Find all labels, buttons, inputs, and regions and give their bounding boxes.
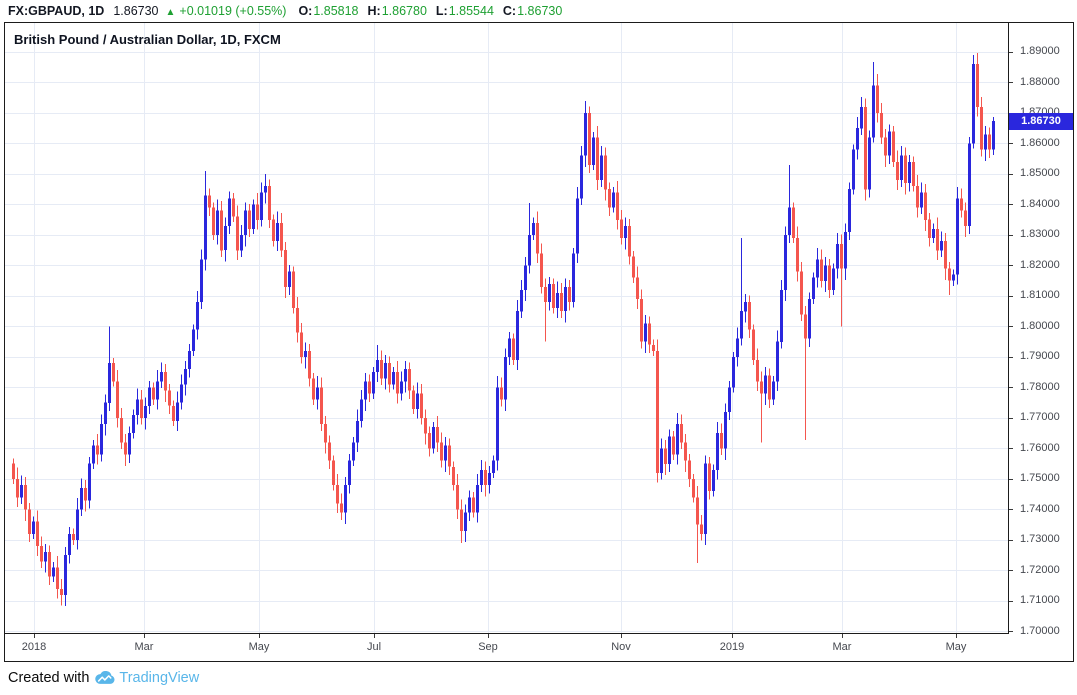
chart-frame: British Pound / Australian Dollar, 1D, F… — [4, 22, 1074, 662]
price-axis-label: 1.74000 — [1020, 503, 1060, 515]
price-axis-label: 1.72000 — [1020, 564, 1060, 576]
price-tick — [1009, 418, 1013, 419]
price-tick — [1009, 479, 1013, 480]
time-axis-label: Jul — [367, 641, 381, 653]
change-value: +0.01019 (+0.55%) — [179, 4, 286, 18]
symbol-interval: FX:GBPAUD, 1D — [8, 4, 104, 18]
low-quote: L:1.85544 — [436, 4, 494, 18]
price-axis-label: 1.79000 — [1020, 350, 1060, 362]
price-tick — [1009, 326, 1013, 327]
time-tick — [488, 634, 489, 638]
price-tick — [1009, 448, 1013, 449]
attribution-footer: Created with TradingView — [8, 665, 199, 691]
price-tick — [1009, 204, 1013, 205]
price-tick — [1009, 509, 1013, 510]
price-axis-label: 1.82000 — [1020, 259, 1060, 271]
time-axis-label: Sep — [478, 641, 498, 653]
open-quote: O:1.85818 — [298, 4, 358, 18]
time-axis-label: Mar — [833, 641, 852, 653]
price-tick — [1009, 357, 1013, 358]
price-tick — [1009, 601, 1013, 602]
price-axis-label: 1.89000 — [1020, 45, 1060, 57]
time-tick — [144, 634, 145, 638]
price-axis-label: 1.78000 — [1020, 381, 1060, 393]
price-axis-label: 1.88000 — [1020, 76, 1060, 88]
price-axis-label: 1.70000 — [1020, 625, 1060, 634]
price-axis-label: 1.81000 — [1020, 289, 1060, 301]
price-axis-label: 1.71000 — [1020, 594, 1060, 606]
up-arrow-icon: ▲ — [166, 7, 176, 18]
price-tick — [1009, 296, 1013, 297]
price-tick — [1009, 387, 1013, 388]
price-tick — [1009, 52, 1013, 53]
quote-bar: FX:GBPAUD, 1D 1.86730 ▲+0.01019 (+0.55%)… — [0, 0, 1077, 22]
candlestick-chart — [5, 23, 1008, 633]
time-tick — [842, 634, 843, 638]
created-with-text: Created with — [8, 670, 89, 686]
price-axis-label: 1.75000 — [1020, 472, 1060, 484]
time-tick — [732, 634, 733, 638]
time-axis[interactable]: 2018 Mar May Jul Sep Nov 2019 Mar May — [5, 634, 1009, 661]
time-axis-label: 2018 — [22, 641, 46, 653]
high-quote: H:1.86780 — [368, 4, 427, 18]
price-axis-label: 1.85000 — [1020, 167, 1060, 179]
time-tick — [374, 634, 375, 638]
price-axis-label: 1.80000 — [1020, 320, 1060, 332]
price-axis-label: 1.86000 — [1020, 137, 1060, 149]
time-axis-label: Nov — [611, 641, 631, 653]
price-axis-label: 1.84000 — [1020, 198, 1060, 210]
price-axis-label: 1.83000 — [1020, 228, 1060, 240]
time-tick — [956, 634, 957, 638]
price-tick — [1009, 235, 1013, 236]
price-axis-label: 1.76000 — [1020, 442, 1060, 454]
tradingview-cloud-icon — [94, 671, 116, 685]
price-tick — [1009, 174, 1013, 175]
close-quote: C:1.86730 — [503, 4, 562, 18]
last-price: 1.86730 — [113, 4, 158, 18]
chart-plot-area[interactable]: British Pound / Australian Dollar, 1D, F… — [5, 23, 1009, 634]
time-axis-label: May — [249, 641, 270, 653]
current-price-tag: 1.86730 — [1009, 113, 1073, 130]
tradingview-wordmark: TradingView — [119, 670, 199, 686]
tradingview-link[interactable]: TradingView — [94, 670, 199, 686]
price-change: ▲+0.01019 (+0.55%) — [166, 4, 287, 18]
price-axis-label: 1.73000 — [1020, 533, 1060, 545]
time-axis-label: May — [946, 641, 967, 653]
price-tick — [1009, 265, 1013, 266]
time-axis-label: 2019 — [720, 641, 744, 653]
price-tick — [1009, 82, 1013, 83]
chart-title: British Pound / Australian Dollar, 1D, F… — [14, 32, 281, 47]
time-axis-label: Mar — [135, 641, 154, 653]
price-axis[interactable]: 1.86730 1.890001.880001.870001.860001.85… — [1009, 23, 1073, 634]
time-tick — [259, 634, 260, 638]
price-tick — [1009, 143, 1013, 144]
time-tick — [621, 634, 622, 638]
price-tick — [1009, 631, 1013, 632]
time-tick — [34, 634, 35, 638]
price-tick — [1009, 570, 1013, 571]
price-tick — [1009, 540, 1013, 541]
price-axis-label: 1.77000 — [1020, 411, 1060, 423]
